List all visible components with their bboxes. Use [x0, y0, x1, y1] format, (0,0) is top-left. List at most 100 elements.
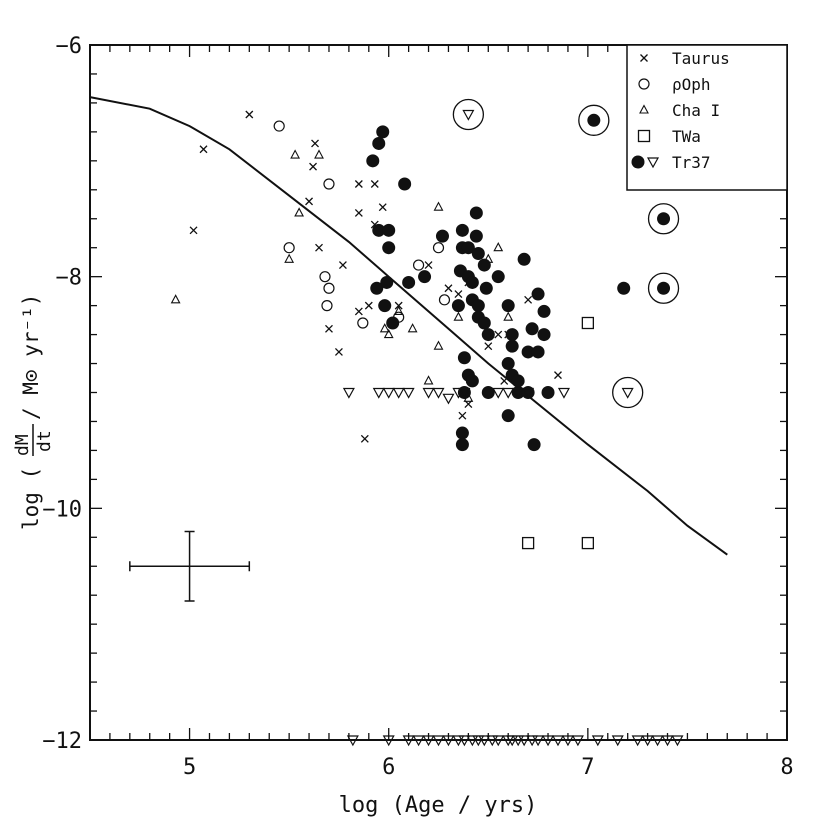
point-triangle-2 [284, 253, 295, 263]
point-down-triangle-35 [526, 735, 539, 747]
point-filled-circle-20 [465, 275, 479, 289]
legend-marker-3 [637, 129, 651, 143]
legend-label-1: ρOph [672, 75, 711, 94]
point-down-triangle-36 [532, 735, 545, 747]
point-circle-6 [357, 317, 369, 329]
point-filled-circle-50 [531, 345, 545, 359]
point-down-triangle-2 [382, 387, 395, 399]
x-tick-label-5: 5 [183, 755, 196, 780]
highlight-circle-2 [647, 203, 680, 235]
point-filled-circle-26 [479, 281, 493, 295]
y-tick-label-0: −6 [56, 34, 83, 59]
point-down-triangle-18 [382, 735, 395, 747]
legend-marker-4-b [646, 157, 660, 169]
point-down-triangle-45 [651, 735, 664, 747]
point-filled-circle-2 [376, 125, 390, 139]
point-down-triangle-12 [512, 387, 525, 399]
y-axis-label-denominator: dt [34, 430, 55, 452]
point-down-triangle-29 [486, 735, 499, 747]
legend-marker-2 [639, 104, 649, 114]
point-cross-16 [334, 347, 343, 356]
point-filled-circle-39 [505, 339, 519, 353]
legend-label-4: Tr37 [672, 153, 711, 172]
point-filled-circle-6 [398, 177, 412, 191]
point-filled-circle-53 [455, 426, 469, 440]
point-filled-circle-48 [537, 304, 551, 318]
point-cross-18 [424, 261, 433, 270]
x-tick-label-7: 7 [581, 755, 594, 780]
point-down-triangle-38 [551, 735, 565, 747]
legend-label-0: Taurus [672, 49, 730, 68]
point-circle-4 [323, 282, 335, 294]
point-down-triangle-15 [462, 109, 475, 121]
point-cross-12 [354, 307, 363, 316]
point-triangle-8 [407, 323, 418, 333]
point-filled-circle-22 [469, 229, 483, 243]
y-tick-label-2: −10 [42, 497, 82, 522]
point-triangle-11 [423, 375, 434, 385]
point-filled-circle-47 [531, 287, 545, 301]
point-triangle-6 [383, 328, 394, 339]
point-down-triangle-41 [591, 735, 604, 747]
point-circle-5 [321, 300, 333, 312]
highlight-circle-4 [612, 376, 644, 409]
point-circle-8 [432, 242, 445, 254]
point-down-triangle-40 [571, 735, 584, 747]
point-filled-circle-37 [501, 299, 515, 313]
point-square-0 [581, 316, 595, 330]
point-filled-circle-25 [477, 258, 491, 272]
point-down-triangle-32 [506, 735, 519, 747]
axis-ticks: 5 6 7 8 −6 −8 −10 −12 [42, 34, 793, 780]
point-cross-5 [305, 197, 314, 206]
point-down-triangle-47 [671, 735, 684, 747]
point-filled-circle-31 [457, 351, 471, 365]
x-tick-label-8: 8 [780, 755, 793, 780]
y-axis-label: log ( dM dt / M⊙ yr⁻¹) [12, 294, 55, 530]
point-down-triangle-22 [432, 735, 445, 747]
highlight-circles [452, 98, 680, 409]
point-triangle-9 [433, 201, 444, 211]
point-down-triangle-19 [402, 735, 415, 747]
point-filled-circle-9 [370, 281, 384, 295]
legend-marker-4-a [631, 155, 645, 169]
point-filled-circle-55 [527, 438, 541, 452]
point-cross-24 [494, 330, 503, 339]
point-filled-circle-38 [505, 328, 519, 342]
point-filled-circle-18 [461, 241, 475, 255]
point-cross-14 [378, 203, 387, 212]
point-triangle-14 [493, 242, 504, 252]
point-cross-0 [245, 110, 254, 119]
legend-marker-0 [640, 54, 648, 62]
point-down-triangle-37 [542, 735, 555, 747]
point-circle-1 [283, 242, 295, 254]
point-down-triangle-1 [372, 387, 385, 399]
point-circle-10 [438, 294, 451, 306]
x-axis-label: log (Age / yrs) [339, 793, 538, 818]
point-down-triangle-13 [522, 387, 535, 399]
point-down-triangle-11 [502, 387, 515, 399]
point-circle-2 [323, 178, 335, 190]
point-down-triangle-23 [442, 735, 455, 747]
point-filled-circle-42 [511, 374, 525, 388]
point-down-triangle-42 [611, 735, 624, 747]
point-filled-circle-59 [657, 212, 671, 226]
point-cross-27 [524, 295, 533, 304]
point-triangle-0 [170, 294, 181, 304]
y-tick-label-1: −8 [56, 266, 83, 291]
point-down-triangle-26 [466, 735, 479, 747]
point-filled-circle-35 [481, 386, 495, 399]
point-triangle-10 [433, 340, 444, 350]
point-down-triangle-0 [342, 387, 355, 399]
point-triangle-3 [294, 207, 305, 217]
point-cross-10 [370, 180, 379, 188]
point-filled-circle-1 [372, 136, 386, 150]
point-down-triangle-43 [631, 735, 644, 747]
point-filled-circle-46 [525, 322, 539, 336]
legend-items: Taurus ρOph Cha I TWa Tr37 [631, 49, 730, 172]
highlight-circle-1 [578, 104, 610, 136]
point-filled-circle-5 [382, 241, 396, 255]
point-cross-28 [554, 371, 562, 380]
legend-label-3: TWa [672, 127, 701, 146]
point-down-triangle-34 [518, 735, 531, 747]
point-filled-circle-36 [491, 270, 505, 284]
